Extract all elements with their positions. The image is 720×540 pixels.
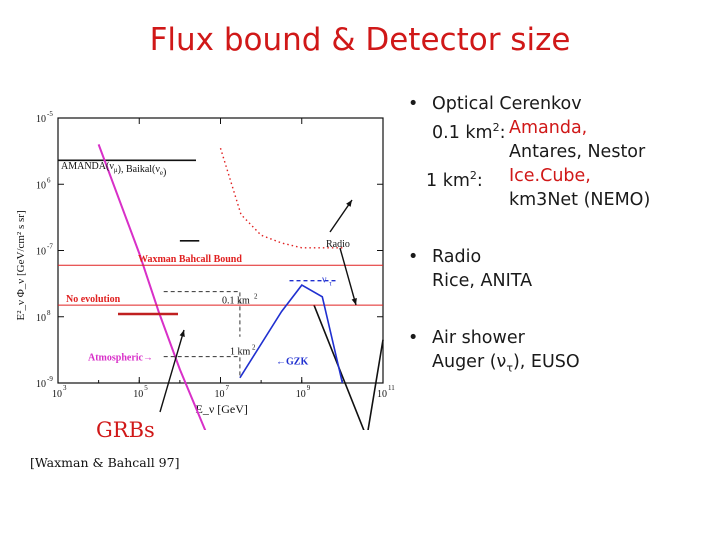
- x-tick-label-exp: 5: [144, 384, 148, 392]
- y-tick-label-exp: -5: [47, 110, 53, 118]
- y-tick-label-exp: 6: [47, 176, 51, 184]
- page-title: Flux bound & Detector size: [149, 22, 571, 58]
- label-amanda: AMANDA(νμ), Baikal(νe): [61, 161, 166, 178]
- grb-pointer: [159, 329, 185, 413]
- label-radio: Radio: [326, 239, 350, 250]
- grb-pointer-head: [179, 330, 185, 337]
- bullet-airshower: • Air shower: [408, 326, 713, 350]
- label-no-evolution: No evolution: [66, 294, 121, 305]
- y-axis-label: E²_ν Φ_ν [GeV/cm² s sr]: [15, 210, 27, 320]
- x-tick-label-exp: 11: [388, 384, 395, 392]
- optical-row-3-detectors: Ice.Cube,: [509, 166, 591, 186]
- y-tick-label: 10: [36, 247, 46, 258]
- bullet-dot: •: [408, 328, 419, 348]
- x-tick-label: 10: [215, 389, 225, 400]
- label-nu-tau: ν: [322, 275, 327, 286]
- radio-arrow-up: [329, 199, 353, 233]
- y-tick-label-exp: 8: [47, 309, 51, 317]
- x-tick-label: 10: [377, 389, 387, 400]
- series-radio-bound: [313, 304, 384, 430]
- citation: [Waxman & Bahcall 97]: [30, 455, 180, 470]
- x-axis-label: E_ν [GeV]: [196, 402, 248, 416]
- series-0-1-km-: [163, 291, 241, 337]
- x-tick-label: 10: [133, 389, 143, 400]
- x-tick-label: 10: [296, 389, 306, 400]
- optical-row-2-detectors: Antares, Nestor: [509, 142, 646, 162]
- x-tick-label-exp: 7: [226, 384, 230, 392]
- label-waxman-bahcall: Waxman Bahcall Bound: [138, 254, 242, 265]
- x-tick-label-exp: 9: [307, 384, 311, 392]
- optical-row-1-detectors: Amanda,: [509, 118, 588, 138]
- y-tick-label: 10: [36, 313, 46, 324]
- y-tick-label-exp: -9: [47, 375, 53, 383]
- series-radio: [219, 147, 343, 249]
- label-nu-tau-sub: τ: [329, 280, 332, 288]
- optical-row-3-label: 1 km2:: [426, 169, 483, 191]
- radio-arrow-down: [339, 247, 357, 306]
- plot-frame: [57, 117, 384, 384]
- label-1-km2: 1 km: [230, 347, 251, 358]
- bullet-airshower-detail: Auger (ντ), EUSO: [432, 352, 580, 375]
- detector-bullets: • Optical Cerenkov 0.1 km2: Amanda, Anta…: [408, 92, 713, 381]
- label-0-1-km2: 0.1 km: [222, 296, 250, 307]
- bullet-dot: •: [408, 247, 419, 267]
- x-tick-label: 10: [52, 389, 62, 400]
- radio-arrow-down-head: [351, 298, 357, 305]
- bullet-radio: • Radio: [408, 245, 713, 269]
- y-tick-label-exp: -7: [47, 243, 53, 251]
- bullet-heading: Optical Cerenkov: [432, 94, 582, 114]
- y-tick-label: 10: [36, 379, 46, 390]
- bullet-heading: Radio: [432, 247, 482, 267]
- grbs-label: GRBs: [96, 418, 155, 442]
- label-atmospheric: Atmospheric→: [88, 353, 153, 364]
- bullet-radio-detail: Rice, ANITA: [432, 271, 533, 291]
- label-0-1-km2-exp: 2: [254, 293, 258, 301]
- optical-row-4-detectors: km3Net (NEMO): [509, 190, 651, 210]
- y-tick-label: 10: [36, 114, 46, 125]
- series-atmospheric: [97, 144, 207, 430]
- x-tick-label-exp: 3: [63, 384, 67, 392]
- series-gzk: [239, 284, 344, 384]
- label-1-km2-exp: 2: [252, 344, 256, 352]
- y-tick-label: 10: [36, 180, 46, 191]
- optical-row-1-label: 0.1 km2:: [432, 121, 506, 143]
- label-gzk: ←GZK: [276, 357, 308, 368]
- bullet-optical: • Optical Cerenkov: [408, 92, 713, 116]
- radio-arrow-up-head: [346, 200, 352, 207]
- optical-detector-list: 0.1 km2: Amanda, Antares, Nestor 1 km2: …: [408, 116, 713, 212]
- bullet-heading: Air shower: [432, 328, 525, 348]
- bullet-dot: •: [408, 94, 419, 114]
